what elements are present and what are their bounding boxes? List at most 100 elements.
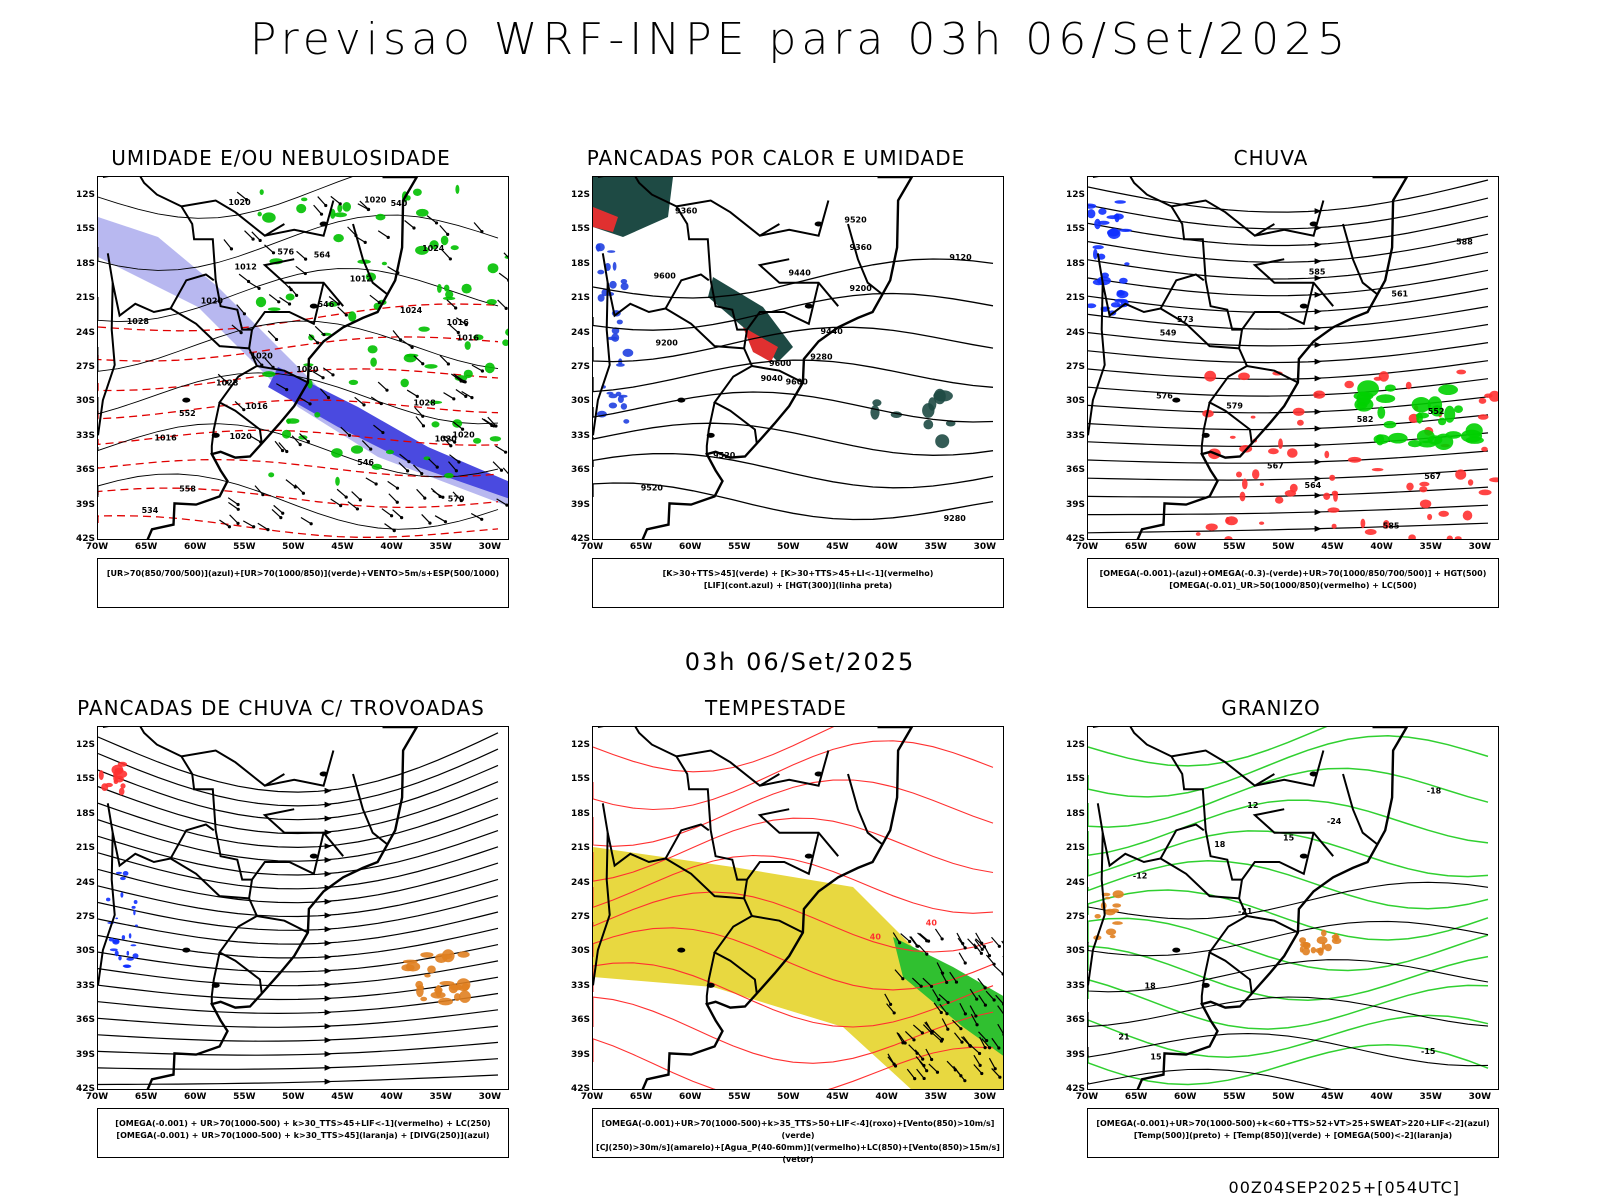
map-tempestade: 40 40 [592, 726, 1004, 1090]
contour-label: 1016 [154, 434, 177, 443]
panel-pancadas-trovoadas: PANCADAS DE CHUVA C/ TROVOADAS [OMEGA(-0… [61, 696, 509, 1176]
lat-tick-label: 21S [1065, 293, 1085, 304]
lat-tick-label: 21S [570, 293, 590, 304]
contour-label: 1020 [435, 435, 458, 444]
lat-tick-label: 42S [75, 534, 95, 544]
lat-tick-label: 33S [75, 430, 95, 441]
lat-tick-label: 21S [570, 843, 590, 854]
lat-tick-label: 24S [570, 327, 590, 338]
lon-tick-label: 60W [183, 542, 207, 552]
lat-tick-label: 18S [75, 258, 95, 269]
lat-tick-label: 12S [570, 740, 590, 750]
contour-label: 534 [142, 506, 159, 515]
lon-tick-label: 70W [1075, 1092, 1099, 1102]
lat-tick-label: 24S [1065, 327, 1085, 338]
lat-tick-label: 15S [1065, 774, 1085, 785]
lon-tick-label: 65W [629, 542, 653, 552]
lon-tick-label: 45W [826, 542, 849, 552]
contour-label: 1028 [413, 399, 436, 408]
contour-label: 1020 [230, 432, 253, 441]
map-pancadas-calor: 9600 9600 9600 9520 9440 9520 9520 9440 9360 9280… [592, 176, 1004, 540]
contour-label: 576 [1156, 392, 1173, 401]
contour-label: 1020 [251, 351, 274, 360]
lon-tick-label: 40W [875, 542, 898, 552]
panel-title: CHUVA [1233, 146, 1309, 170]
lat-tick-label: 39S [1065, 499, 1085, 510]
lat-tick-label: 15S [75, 224, 95, 235]
lat-tick-label: 30S [570, 946, 590, 957]
map-umidade: 1012 1016 1012 1016 1020 1020 1016 1020 1020 1024… [97, 176, 509, 540]
lat-tick-label: 30S [1065, 396, 1085, 407]
legend-line-1: [OMEGA(-0.001)+UR>70(1000-500)+k<60+TTS>… [1096, 1119, 1490, 1128]
lon-tick-label: 45W [331, 1092, 354, 1102]
contour-label: 9200 [850, 284, 873, 293]
lon-tick-label: 35W [1419, 542, 1442, 552]
lon-tick-label: 40W [380, 1092, 403, 1102]
contour-label: 576 [277, 247, 294, 256]
map-canvas [98, 727, 499, 1089]
lon-tick-label: 70W [85, 542, 109, 552]
panel-chuva: CHUVA 585 582 579 576 573 567 561 567 564 552 549 5… [1051, 146, 1499, 626]
lat-tick-label: 30S [75, 396, 95, 407]
lon-tick-label: 45W [331, 542, 354, 552]
contour-label: 9600 [786, 377, 809, 386]
lon-tick-label: 45W [1321, 542, 1344, 552]
lat-tick-label: 36S [570, 1015, 590, 1026]
map-canvas: 9600960096009520944095209520944093609280… [593, 177, 994, 539]
legend-tempestade: [OMEGA(-0.001)+UR>70(1000-500)+k>35_TTS>… [592, 1108, 1004, 1164]
contour-label: 1016 [447, 318, 470, 327]
contour-label: 9280 [944, 514, 967, 523]
lon-tick-label: 60W [678, 542, 702, 552]
lon-tick-label: 70W [580, 1092, 604, 1102]
contour-label: 1028 [127, 317, 150, 326]
lon-tick-label: 35W [1419, 1092, 1442, 1102]
contour-label: 15 [1283, 834, 1295, 843]
contour-label: 561 [1391, 290, 1408, 299]
lat-tick-label: 42S [75, 1084, 95, 1094]
lat-tick-label: 39S [1065, 1049, 1085, 1060]
lon-tick-label: 60W [183, 1092, 207, 1102]
contour-label: 588 [1456, 238, 1473, 247]
lat-tick-label: 24S [75, 327, 95, 338]
panel-tempestade: TEMPESTADE 40 40 [OMEGA(-0.001)+UR>70(100… [556, 696, 1004, 1176]
lat-tick-label: 27S [570, 362, 590, 372]
lat-tick-label: 12S [1065, 190, 1085, 200]
lat-tick-label: 21S [1065, 843, 1085, 854]
lon-tick-label: 65W [1124, 542, 1148, 552]
contour-label: 9360 [850, 243, 873, 252]
lon-tick-label: 35W [429, 1092, 452, 1102]
lon-tick-label: 55W [728, 1092, 751, 1102]
valid-time-label: 03h 06/Set/2025 [684, 648, 916, 676]
lon-tick-label: 55W [233, 1092, 256, 1102]
legend-line-1: [K>30+TTS>45](verde) + [K>30+TTS>45+LI<-… [662, 569, 934, 578]
lat-tick-label: 12S [75, 740, 95, 750]
lon-tick-label: 30W [478, 1092, 502, 1102]
lon-tick-label: 30W [1468, 1092, 1492, 1102]
lat-tick-label: 18S [75, 808, 95, 819]
contour-label: 564 [1305, 481, 1322, 490]
legend-line-2: [OMEGA(-0.001) + UR>70(1000-500) + k>30_… [116, 1131, 490, 1140]
lat-tick-label: 24S [570, 877, 590, 888]
lon-tick-label: 65W [629, 1092, 653, 1102]
lon-tick-label: 55W [1223, 1092, 1246, 1102]
lon-tick-label: 40W [1370, 1092, 1393, 1102]
contour-label: 1020 [364, 196, 387, 205]
panel-title: PANCADAS POR CALOR E UMIDADE [586, 146, 966, 170]
lat-tick-label: 30S [1065, 946, 1085, 957]
lon-tick-label: 35W [429, 542, 452, 552]
contour-label: 570 [448, 495, 465, 504]
lon-tick-label: 50W [1272, 1092, 1295, 1102]
lon-tick-label: 60W [1173, 542, 1197, 552]
lon-tick-label: 30W [973, 542, 997, 552]
lon-tick-label: 35W [924, 1092, 947, 1102]
contour-label: 585 [1383, 522, 1400, 531]
legend-chuva: [OMEGA(-0.001)-(azul)+OMEGA(-0.3)-(verde… [1087, 558, 1499, 608]
contour-label: 12 [1247, 801, 1258, 810]
legend-line-2: [OMEGA(-0.01)_UR>50(1000/850)(vermelho) … [1169, 581, 1417, 590]
contour-label: 546 [357, 458, 374, 467]
lat-tick-label: 15S [570, 224, 590, 235]
lat-tick-label: 12S [75, 190, 95, 200]
contour-label: 9600 [654, 272, 677, 281]
contour-label: 564 [314, 251, 331, 260]
